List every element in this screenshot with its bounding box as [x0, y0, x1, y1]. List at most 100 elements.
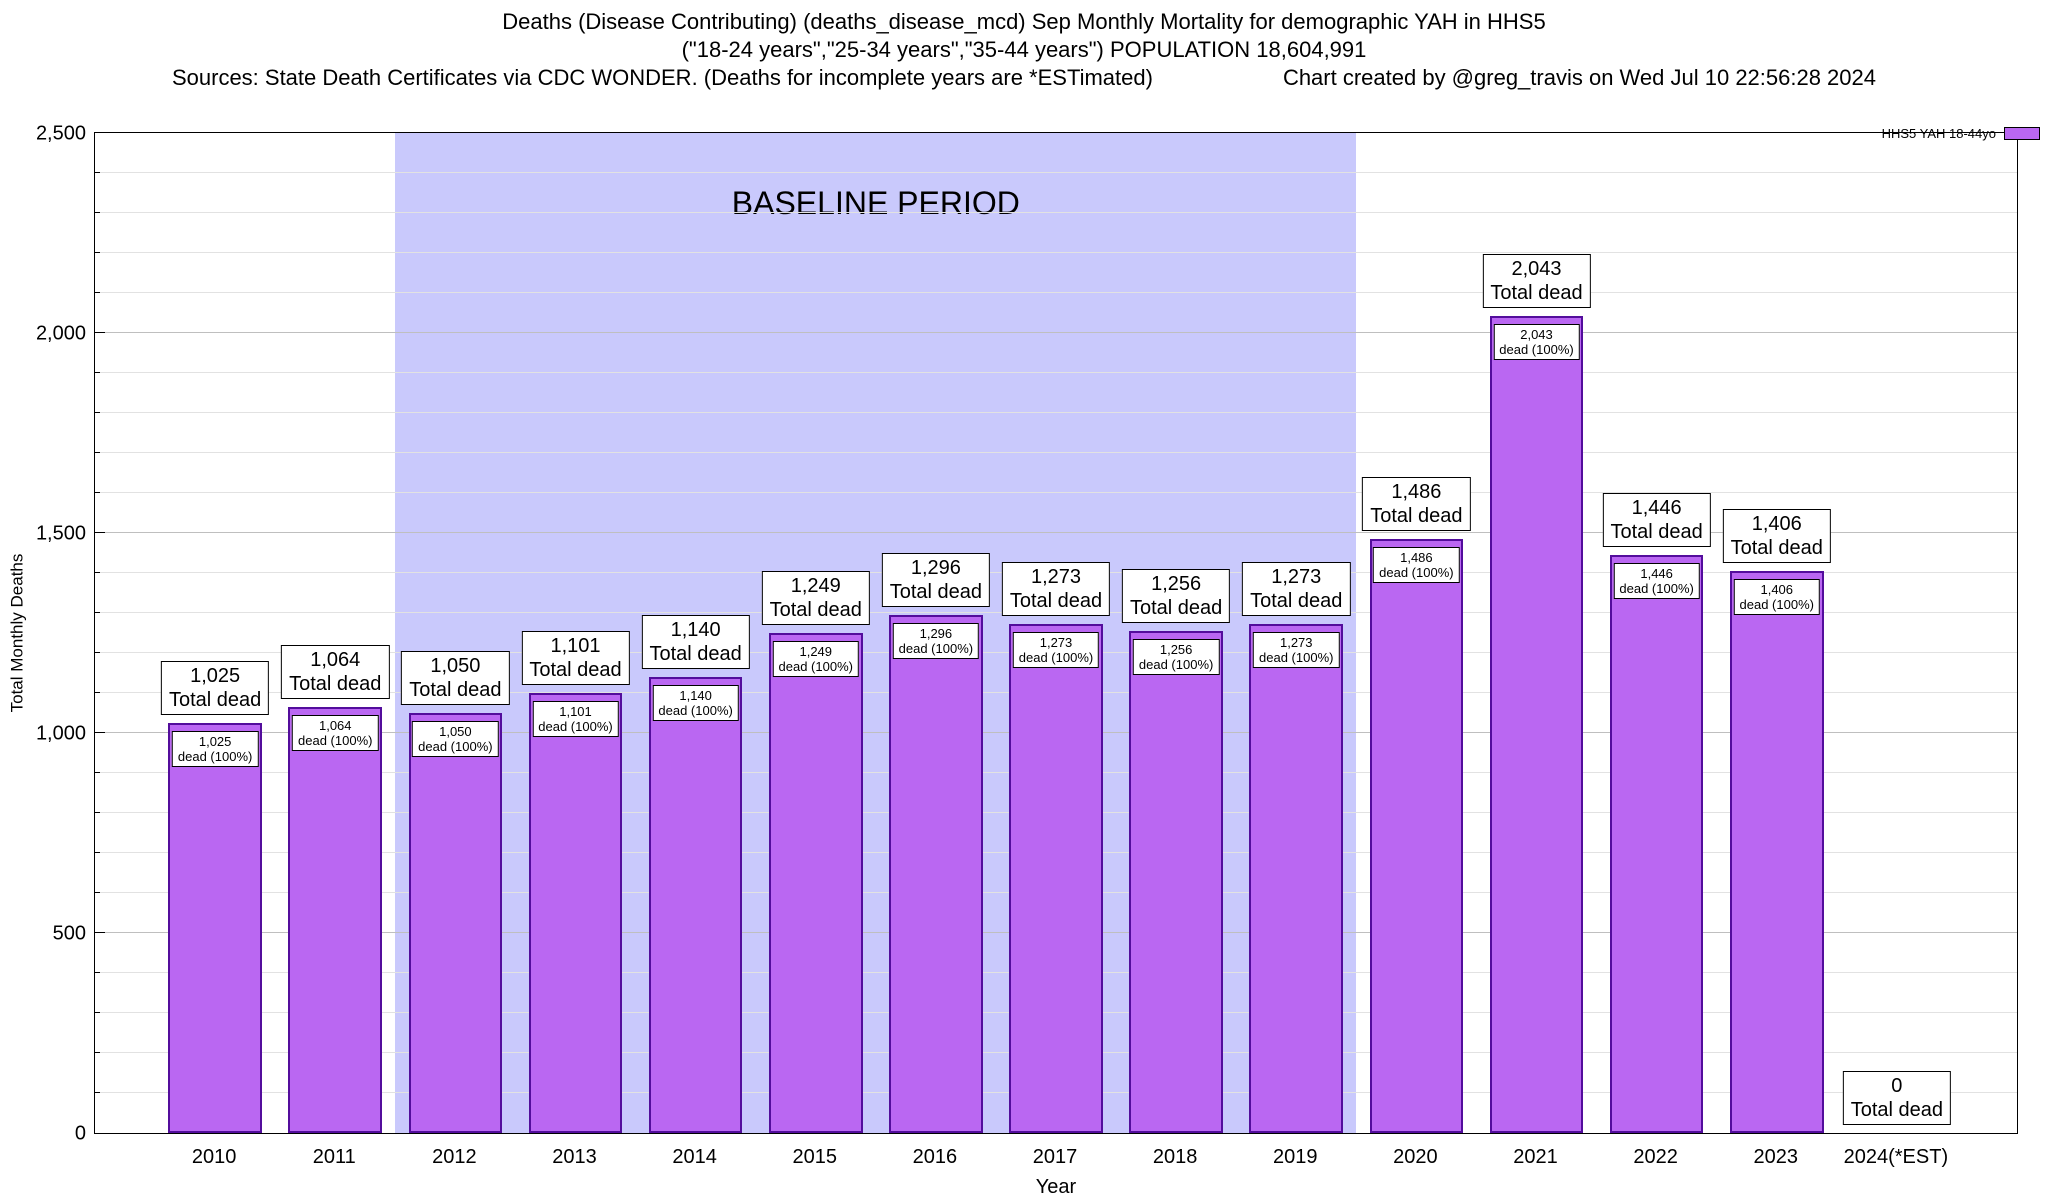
gridline [95, 452, 2017, 453]
y-tick-mark [95, 852, 100, 853]
y-tick-mark [95, 812, 100, 813]
y-tick-label: 0 [74, 1122, 86, 1145]
x-tick-label: 2024(*EST) [1843, 1146, 1949, 1168]
y-tick-mark [95, 332, 105, 333]
bar-inner-label: 1,273 dead (100%) [1253, 631, 1340, 668]
x-axis-tick-labels: 2010 2011 2012 2013 2014 2015 2016 2017 2018 2019… [94, 1146, 2018, 1172]
bar-inner-label: 1,025 dead (100%) [171, 731, 259, 767]
y-tick-mark [95, 372, 100, 373]
x-tick-label: 2020 [1393, 1146, 1438, 1168]
y-tick-label: 2,500 [35, 122, 86, 145]
bar-inner-label: 1,050 dead (100%) [412, 721, 499, 757]
bar-inner-label: 1,446 dead (100%) [1613, 562, 1700, 599]
chart-subtitle: ("18-24 years","25-34 years","35-44 year… [681, 37, 1367, 62]
x-tick-label: 2023 [1753, 1146, 1799, 1168]
bar [528, 692, 623, 1133]
y-tick-label: 1,500 [35, 522, 86, 545]
gridline [95, 292, 2017, 293]
bar-inner-label: 1,140 dead (100%) [652, 685, 739, 721]
y-tick-mark [95, 772, 100, 773]
bar-total-label: 1,406 Total dead [1722, 508, 1831, 563]
gridline [95, 412, 2017, 413]
x-tick-label: 2010 [191, 1146, 237, 1168]
gridline [95, 332, 2017, 333]
y-tick-mark [95, 932, 105, 933]
x-tick-label: 2012 [432, 1146, 477, 1168]
bar-inner-label: 1,296 dead (100%) [892, 622, 980, 659]
y-tick-label: 2,000 [35, 322, 86, 345]
bar [1369, 538, 1464, 1133]
bar-total-label: 2,043 Total dead [1482, 253, 1591, 308]
y-tick-mark [95, 652, 100, 653]
x-tick-label: 2014 [672, 1146, 717, 1168]
gridline [95, 532, 2017, 533]
bar-inner-label: 1,256 dead (100%) [1132, 638, 1220, 675]
y-tick-mark [95, 212, 100, 213]
x-tick-label: 2013 [552, 1146, 597, 1168]
y-tick-mark [95, 452, 100, 453]
bar [1609, 554, 1704, 1133]
y-tick-mark [95, 412, 100, 413]
bar-total-label: 1,256 Total dead [1121, 568, 1231, 623]
y-tick-mark [95, 492, 100, 493]
y-tick-mark [95, 252, 100, 253]
y-tick-label: 1,000 [35, 722, 86, 745]
legend: HHS5 YAH 18-44yo [1882, 126, 2040, 141]
bar-total-label: 1,140 Total dead [641, 615, 750, 669]
bar [1489, 315, 1584, 1133]
x-tick-label: 2016 [912, 1146, 958, 1168]
bar-inner-label: 1,064 dead (100%) [292, 715, 379, 752]
created-by-text: Chart created by @greg_travis on Wed Jul… [1282, 65, 1877, 90]
gridline [95, 372, 2017, 373]
bar-total-label: 1,050 Total dead [401, 651, 510, 705]
bar-inner-label: 1,406 dead (100%) [1733, 578, 1820, 615]
baseline-band-label: BASELINE PERIOD [731, 185, 1020, 221]
bar [1249, 623, 1344, 1133]
x-tick-label: 2021 [1513, 1146, 1558, 1168]
x-tick-label: 2019 [1273, 1146, 1318, 1168]
y-tick-mark [95, 532, 105, 533]
bar-total-label: 1,273 Total dead [1242, 561, 1351, 616]
y-tick-mark [95, 172, 100, 173]
bar [1729, 570, 1824, 1133]
bar-inner-label: 1,249 dead (100%) [772, 641, 859, 678]
bar [648, 677, 743, 1133]
chart-title: Deaths (Disease Contributing) (deaths_di… [502, 9, 1546, 34]
bar [168, 723, 262, 1133]
chart-header: Deaths (Disease Contributing) (deaths_di… [0, 8, 2048, 92]
bar-total-label: 1,296 Total dead [881, 552, 991, 607]
y-tick-mark [95, 892, 100, 893]
chart-title-line3: Sources: State Death Certificates via CD… [0, 64, 2048, 92]
y-tick-mark [95, 692, 100, 693]
y-tick-mark [95, 1012, 100, 1013]
sources-text: Sources: State Death Certificates via CD… [171, 65, 1153, 90]
plot-area: BASELINE PERIOD 1,025 dead (100%) 1,025 Tota… [94, 132, 2018, 1134]
y-tick-label: 500 [52, 922, 86, 945]
gridline [95, 492, 2017, 493]
x-tick-label: 2011 [312, 1146, 356, 1168]
legend-swatch [2004, 127, 2040, 140]
y-tick-mark [95, 1092, 100, 1093]
gridline [95, 252, 2017, 253]
y-tick-mark [95, 292, 100, 293]
bar-total-label: 1,101 Total dead [521, 630, 630, 685]
bar [1009, 623, 1103, 1133]
bar [1129, 630, 1223, 1133]
gridline [95, 172, 2017, 173]
bar-inner-label: 1,101 dead (100%) [532, 700, 619, 737]
x-tick-label: 2015 [792, 1146, 838, 1168]
y-tick-mark [95, 972, 100, 973]
gridline [95, 212, 2017, 213]
x-axis-label: Year [1035, 1176, 1077, 1198]
y-tick-mark [95, 1052, 100, 1053]
bar-inner-label: 1,273 dead (100%) [1012, 631, 1100, 668]
bar-inner-label: 2,043 dead (100%) [1493, 323, 1580, 360]
bar-total-label: 1,486 Total dead [1362, 476, 1471, 531]
y-tick-mark [95, 572, 100, 573]
bar-total-label: 1,025 Total dead [160, 661, 270, 715]
bar-total-label: 0 Total dead [1842, 1071, 1952, 1125]
bar [768, 633, 863, 1133]
bar [889, 614, 983, 1133]
bar-total-label: 1,064 Total dead [281, 645, 390, 700]
